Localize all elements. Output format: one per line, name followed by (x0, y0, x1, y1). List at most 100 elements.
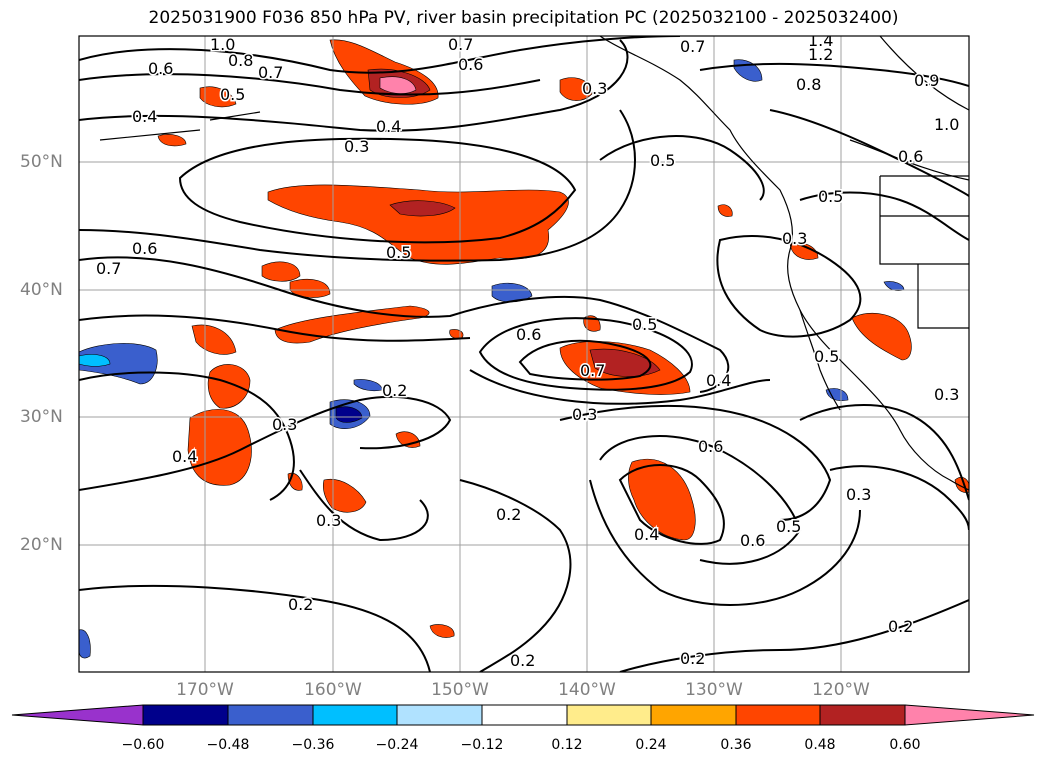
colorbar-bin (227, 704, 314, 726)
contour-label: 1.2 (808, 45, 833, 64)
precip-peak-gulf-alaska (379, 76, 417, 94)
contour-label: 0.6 (698, 437, 723, 456)
pv-contours (79, 36, 969, 672)
colorbar-tick-label: −0.36 (291, 737, 335, 753)
contour-label: 0.3 (782, 229, 807, 248)
precip-neg-small-4 (353, 379, 383, 392)
contour-label: 0.7 (448, 35, 473, 54)
contour-label: 0.2 (888, 617, 913, 636)
contour-label: 0.7 (580, 361, 605, 380)
lon-label-150w: 150°W (431, 680, 489, 700)
contour-label: 1.4 (808, 31, 833, 50)
precip-area-subtropical (628, 458, 696, 541)
precip-area-small-6 (429, 624, 455, 638)
colorbar-tick-label: 0.60 (889, 737, 921, 753)
lat-label-30n: 30°N (20, 407, 63, 427)
precip-area-west-1 (187, 409, 252, 486)
contour-label: 0.3 (316, 511, 341, 530)
map-title: 2025031900 F036 850 hPa PV, river basin … (148, 8, 899, 28)
contour-label: 0.3 (344, 137, 369, 156)
precip-negative-areas (79, 59, 905, 659)
precip-core-north-pacific (389, 200, 456, 217)
lon-label-120w: 120°W (812, 680, 870, 700)
contour-label: 0.4 (132, 107, 157, 126)
colorbar-bin (650, 704, 737, 726)
contour-label: 0.7 (96, 259, 121, 278)
precip-area-small-1 (559, 77, 593, 101)
precip-area-coast-ca (851, 312, 912, 361)
contour-label: 0.6 (458, 55, 483, 74)
contour-label: 0.5 (650, 151, 675, 170)
contour-labels: 1.0 0.8 0.7 0.6 0.6 0.5 0.4 0.3 0.4 0.3 … (95, 31, 961, 672)
contour-label: 0.3 (582, 79, 607, 98)
colorbar-tick-label: −0.48 (206, 737, 250, 753)
contour-label: 0.8 (228, 51, 253, 70)
colorbar (11, 704, 1035, 726)
lat-label-50n: 50°N (20, 152, 63, 172)
precip-area-west-5 (261, 261, 301, 282)
contour-label: 0.2 (496, 505, 521, 524)
contour-label: 0.5 (814, 347, 839, 366)
precip-core-central-pacific (589, 348, 661, 377)
precip-neg-small-5 (825, 388, 849, 401)
precip-area-west-4 (191, 324, 237, 355)
contour-label: 0.7 (680, 37, 705, 56)
lat-label-20n: 20°N (20, 535, 63, 555)
graticule (79, 36, 969, 672)
colorbar-bin (142, 704, 229, 726)
colorbar-extend-left (11, 704, 144, 726)
contour-label: 0.5 (220, 85, 245, 104)
colorbar-bin (396, 704, 483, 726)
colorbar-tick-label: 0.24 (635, 737, 667, 753)
contour-label: 0.3 (934, 385, 959, 404)
map-area: 1.0 0.8 0.7 0.6 0.6 0.5 0.4 0.3 0.4 0.3 … (79, 31, 969, 672)
colorbar-tick-label: 0.36 (720, 737, 752, 753)
colorbar-bin (566, 704, 652, 726)
colorbar-bin (312, 704, 398, 726)
contour-label: 0.4 (706, 371, 731, 390)
colorbar-tick-label: −0.12 (460, 737, 504, 753)
precip-neg-core-1 (335, 406, 363, 423)
precip-neg-small-2 (491, 283, 533, 303)
precip-neg-west-edge (79, 343, 158, 385)
colorbar-bin (819, 704, 906, 726)
precip-area-small-10 (157, 134, 187, 147)
colorbar-tick-label: 0.12 (551, 737, 583, 753)
contour-label: 0.5 (818, 187, 843, 206)
precip-area-hawaii (322, 478, 367, 513)
contour-label: 0.2 (382, 381, 407, 400)
colorbar-tick-label: −0.60 (121, 737, 165, 753)
lon-label-130w: 130°W (685, 680, 743, 700)
contour-label: 0.3 (846, 485, 871, 504)
lat-label-40n: 40°N (20, 280, 63, 300)
colorbar-extend-right (904, 704, 1035, 726)
contour-label: 0.2 (510, 651, 535, 670)
contour-label: 0.4 (376, 117, 401, 136)
contour-label: 0.2 (680, 649, 705, 668)
contour-label: 0.5 (386, 243, 411, 262)
precip-area-north-pacific (267, 184, 569, 265)
contour-label: 1.0 (934, 115, 959, 134)
precip-area-small-8 (717, 204, 733, 217)
colorbar-tick-label: 0.48 (804, 737, 836, 753)
contour-label: 0.6 (132, 239, 157, 258)
contour-label: 0.6 (898, 147, 923, 166)
colorbar-bin (481, 704, 568, 726)
contour-label: 0.5 (632, 315, 657, 334)
contour-label: 0.2 (288, 595, 313, 614)
colorbar-bin (735, 704, 821, 726)
lon-label-170w: 170°W (176, 680, 234, 700)
lon-label-140w: 140°W (558, 680, 616, 700)
lon-label-160w: 160°W (304, 680, 362, 700)
contour-label: 0.4 (172, 447, 197, 466)
contour-label: 0.5 (776, 517, 801, 536)
contour-label: 0.4 (634, 525, 659, 544)
contour-label: 0.6 (148, 59, 173, 78)
map-frame (78, 35, 970, 673)
precip-area-west-2 (207, 364, 251, 409)
contour-label: 0.9 (914, 71, 939, 90)
contour-label: 0.3 (572, 405, 597, 424)
contour-label: 0.3 (272, 415, 297, 434)
precip-neg-core-west (79, 354, 111, 367)
